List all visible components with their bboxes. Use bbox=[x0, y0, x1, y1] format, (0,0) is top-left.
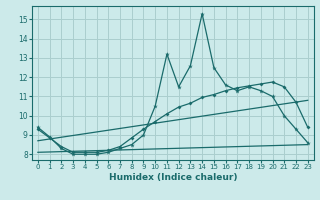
X-axis label: Humidex (Indice chaleur): Humidex (Indice chaleur) bbox=[108, 173, 237, 182]
